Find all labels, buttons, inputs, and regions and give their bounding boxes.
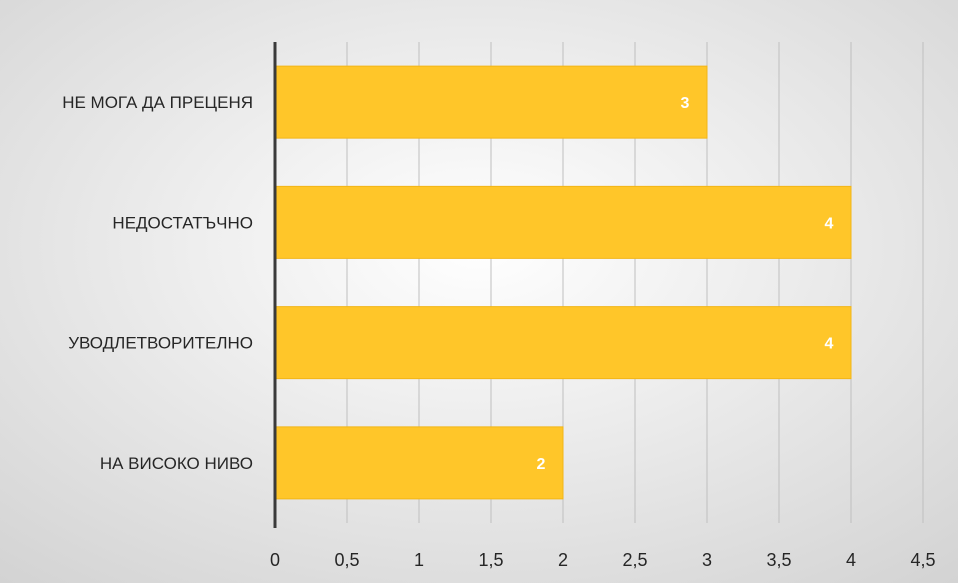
bars (274, 65, 852, 500)
bar (274, 185, 852, 259)
bar (274, 65, 708, 139)
bar (274, 306, 852, 380)
y-category-label: НЕ МОГА ДА ПРЕЦЕНЯ (62, 93, 253, 112)
data-label: 4 (825, 336, 834, 353)
x-axis-ticks: 0 0,5 1 1,5 2 2,5 3 3,5 4 4,5 (270, 550, 936, 570)
x-tick-label: 2,5 (622, 550, 647, 570)
x-tick-label: 4 (846, 550, 856, 570)
y-category-label: НА ВИСОКО НИВО (100, 454, 253, 473)
data-label: 2 (537, 456, 546, 473)
x-tick-label: 3,5 (766, 550, 791, 570)
data-label: 3 (681, 95, 690, 112)
data-label: 4 (825, 215, 834, 232)
y-category-label: УВОДЛЕТВОРИТЕЛНО (68, 334, 253, 353)
bar (274, 426, 564, 500)
x-tick-label: 1 (414, 550, 424, 570)
x-tick-label: 0 (270, 550, 280, 570)
y-axis-categories: НЕ МОГА ДА ПРЕЦЕНЯ НЕДОСТАТЪЧНО УВОДЛЕТВОР… (62, 93, 253, 473)
x-tick-label: 3 (702, 550, 712, 570)
data-labels: 3 4 4 2 (537, 95, 834, 473)
x-tick-label: 1,5 (478, 550, 503, 570)
x-tick-label: 2 (558, 550, 568, 570)
x-tick-label: 4,5 (910, 550, 935, 570)
x-tick-label: 0,5 (334, 550, 359, 570)
y-category-label: НЕДОСТАТЪЧНО (112, 213, 253, 232)
